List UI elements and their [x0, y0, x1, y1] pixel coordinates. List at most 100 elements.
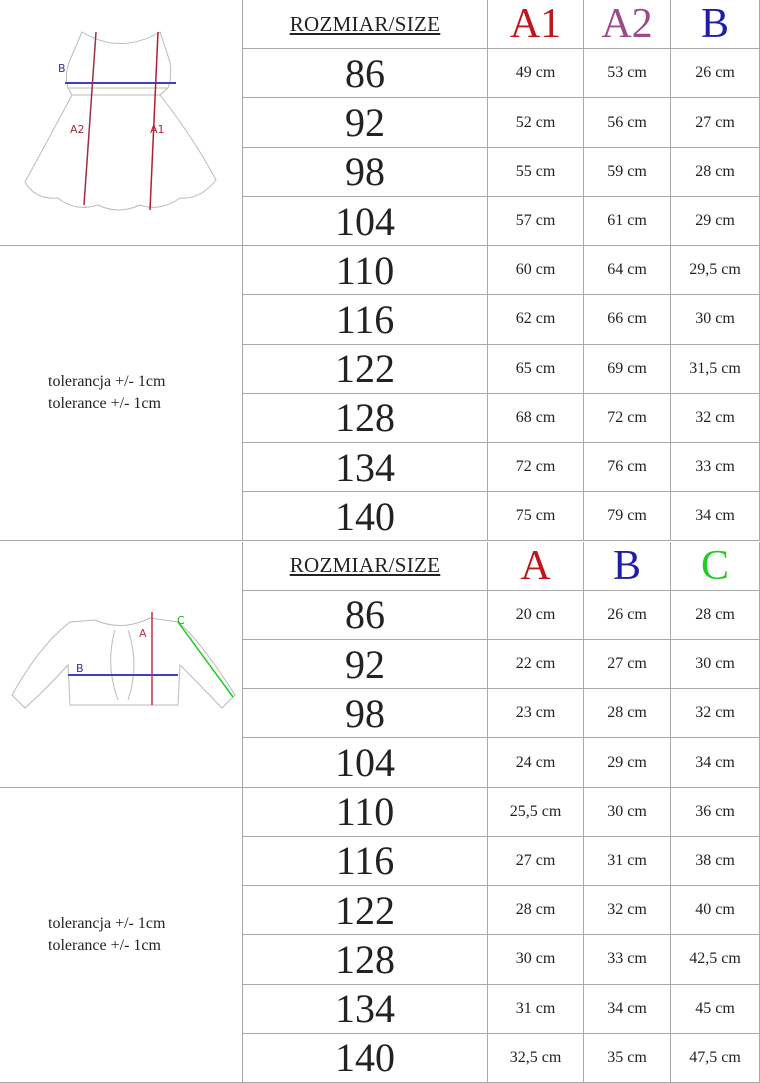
measure-cell: 47,5 cm: [671, 1033, 760, 1083]
column-header: B: [584, 541, 671, 591]
measure-cell: 29,5 cm: [671, 246, 760, 296]
note-line: tolerancja +/- 1cm: [48, 914, 166, 932]
size-cell: 134: [243, 984, 488, 1034]
measure-cell: 65 cm: [488, 344, 584, 394]
note-line: tolerance +/- 1cm: [48, 936, 161, 954]
column-header: A: [488, 541, 584, 591]
size-cell: 86: [243, 590, 488, 640]
measure-cell: 29 cm: [671, 196, 760, 247]
size-cell: 116: [243, 836, 488, 887]
measure-cell: 59 cm: [584, 147, 671, 197]
diagram-cell: [0, 0, 243, 247]
measure-cell: 31 cm: [488, 984, 584, 1034]
measure-cell: 27 cm: [671, 98, 760, 148]
diagram-label: B: [58, 62, 66, 75]
column-header: A2: [584, 0, 671, 50]
column-header: C: [671, 541, 760, 591]
measure-cell: 29 cm: [584, 738, 671, 788]
column-header: B: [671, 0, 760, 50]
size-cell: 128: [243, 935, 488, 985]
diagram-label: A2: [70, 123, 85, 136]
size-cell: 122: [243, 886, 488, 936]
measure-cell: 72 cm: [584, 393, 671, 444]
bolero-drawing: [11, 617, 236, 709]
measure-cell: 31 cm: [584, 836, 671, 887]
dress-drawing: [24, 31, 217, 211]
measure-cell: 28 cm: [671, 147, 760, 197]
measure-cell: 28 cm: [671, 590, 760, 640]
measure-cell: 60 cm: [488, 246, 584, 296]
measure-cell: 57 cm: [488, 196, 584, 247]
measure-cell: 27 cm: [488, 836, 584, 887]
measure-cell: 40 cm: [671, 886, 760, 936]
measure-cell: 42,5 cm: [671, 935, 760, 985]
measure-cell: 38 cm: [671, 836, 760, 887]
measure-cell: 79 cm: [584, 492, 671, 542]
measure-cell: 34 cm: [584, 984, 671, 1034]
size-cell: 116: [243, 295, 488, 345]
size-header: ROZMIAR/SIZE: [243, 541, 488, 591]
size-cell: 140: [243, 492, 488, 542]
measure-cell: 33 cm: [584, 935, 671, 985]
measure-line: [149, 31, 159, 211]
measure-cell: 30 cm: [584, 787, 671, 837]
measure-cell: 62 cm: [488, 295, 584, 345]
measure-cell: 56 cm: [584, 98, 671, 148]
measure-cell: 27 cm: [584, 639, 671, 690]
measure-cell: 52 cm: [488, 98, 584, 148]
measure-cell: 66 cm: [584, 295, 671, 345]
measure-cell: 31,5 cm: [671, 344, 760, 394]
measure-cell: 49 cm: [488, 49, 584, 99]
tolerance-note: tolerancja +/- 1cm tolerance +/- 1cm: [0, 246, 243, 542]
diagram-label: A: [139, 627, 147, 640]
size-header: ROZMIAR/SIZE: [243, 0, 488, 50]
measure-cell: 32,5 cm: [488, 1033, 584, 1083]
size-cell: 122: [243, 344, 488, 394]
size-cell: 140: [243, 1033, 488, 1083]
measure-line: [83, 31, 97, 206]
column-header: A1: [488, 0, 584, 50]
size-cell: 110: [243, 787, 488, 837]
measure-cell: 69 cm: [584, 344, 671, 394]
note-line: tolerance +/- 1cm: [48, 395, 161, 413]
diagram-label: B: [76, 662, 84, 675]
diagram-label: C: [177, 614, 185, 627]
measure-cell: 26 cm: [671, 49, 760, 99]
size-cell: 98: [243, 147, 488, 197]
measure-cell: 32 cm: [671, 393, 760, 444]
measure-cell: 64 cm: [584, 246, 671, 296]
measure-cell: 28 cm: [584, 689, 671, 739]
size-cell: 98: [243, 689, 488, 739]
size-cell: 128: [243, 393, 488, 444]
note-line: tolerancja +/- 1cm: [48, 373, 166, 391]
measure-cell: 20 cm: [488, 590, 584, 640]
measure-cell: 30 cm: [671, 639, 760, 690]
measure-cell: 32 cm: [671, 689, 760, 739]
measure-cell: 30 cm: [671, 295, 760, 345]
measure-cell: 30 cm: [488, 935, 584, 985]
measure-cell: 34 cm: [671, 738, 760, 788]
measure-cell: 36 cm: [671, 787, 760, 837]
measure-cell: 25,5 cm: [488, 787, 584, 837]
measure-cell: 72 cm: [488, 443, 584, 493]
measure-cell: 45 cm: [671, 984, 760, 1034]
measure-cell: 53 cm: [584, 49, 671, 99]
size-cell: 86: [243, 49, 488, 99]
measure-cell: 34 cm: [671, 492, 760, 542]
measure-cell: 35 cm: [584, 1033, 671, 1083]
size-cell: 134: [243, 443, 488, 493]
size-cell: 104: [243, 738, 488, 788]
measure-cell: 76 cm: [584, 443, 671, 493]
measure-cell: 28 cm: [488, 886, 584, 936]
measure-line: [177, 621, 234, 698]
measure-cell: 26 cm: [584, 590, 671, 640]
size-cell: 110: [243, 246, 488, 296]
measure-cell: 32 cm: [584, 886, 671, 936]
measure-cell: 23 cm: [488, 689, 584, 739]
tolerance-note: tolerancja +/- 1cm tolerance +/- 1cm: [0, 787, 243, 1083]
diagram-label: A1: [150, 123, 165, 136]
measure-cell: 33 cm: [671, 443, 760, 493]
size-cell: 92: [243, 639, 488, 690]
measure-cell: 75 cm: [488, 492, 584, 542]
